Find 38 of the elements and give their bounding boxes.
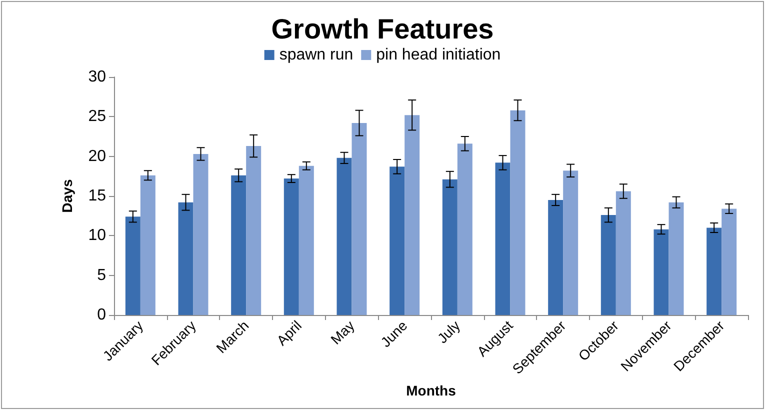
bar bbox=[668, 202, 684, 315]
chart-title: Growth Features bbox=[271, 14, 494, 44]
x-tick-label: July bbox=[434, 317, 464, 346]
bar bbox=[654, 229, 669, 315]
bar bbox=[352, 123, 367, 315]
bar bbox=[563, 170, 578, 315]
bar bbox=[600, 215, 616, 315]
bar bbox=[404, 115, 420, 315]
y-axis-title: Days bbox=[59, 179, 75, 213]
y-tick-label: 10 bbox=[88, 227, 106, 244]
bar bbox=[298, 166, 314, 315]
bar bbox=[178, 202, 194, 315]
bar bbox=[246, 146, 262, 315]
bar bbox=[510, 110, 526, 315]
bar bbox=[140, 175, 156, 315]
legend-label: pin head initiation bbox=[376, 46, 501, 64]
bar bbox=[193, 154, 208, 315]
y-tick-label: 15 bbox=[88, 188, 106, 204]
bar bbox=[706, 228, 722, 315]
bar bbox=[336, 158, 352, 315]
bar bbox=[390, 166, 405, 315]
y-tick-label: 30 bbox=[88, 68, 106, 86]
bar bbox=[442, 179, 458, 315]
bar bbox=[616, 191, 631, 315]
bar bbox=[495, 162, 510, 315]
bar bbox=[548, 200, 564, 315]
y-tick-label: 5 bbox=[97, 266, 106, 284]
bar bbox=[125, 216, 140, 315]
x-axis-title: Months bbox=[406, 382, 456, 398]
y-tick-label: 25 bbox=[88, 108, 106, 126]
bar bbox=[284, 178, 299, 315]
bar bbox=[457, 144, 472, 315]
y-tick-label: 0 bbox=[97, 306, 106, 324]
x-tick-label: May bbox=[327, 317, 358, 348]
bar bbox=[231, 175, 246, 315]
legend-label: spawn run bbox=[279, 46, 354, 64]
bar bbox=[722, 208, 737, 315]
y-tick-label: 20 bbox=[88, 148, 106, 165]
